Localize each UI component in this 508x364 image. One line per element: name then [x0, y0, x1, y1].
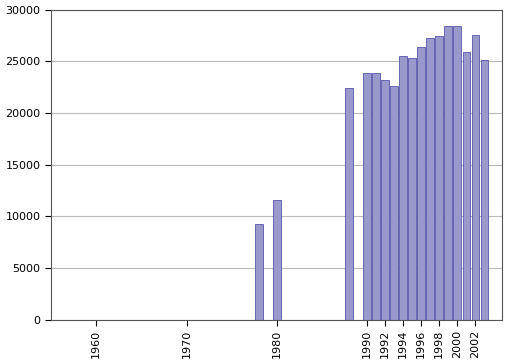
- Bar: [462, 52, 470, 320]
- Bar: [345, 88, 353, 320]
- Bar: [426, 39, 434, 320]
- Bar: [454, 26, 461, 320]
- Bar: [363, 72, 371, 320]
- Bar: [444, 26, 452, 320]
- Bar: [481, 60, 488, 320]
- Bar: [390, 86, 398, 320]
- Bar: [408, 58, 416, 320]
- Bar: [372, 72, 380, 320]
- Bar: [255, 223, 263, 320]
- Bar: [273, 200, 280, 320]
- Bar: [418, 47, 425, 320]
- Bar: [471, 35, 479, 320]
- Bar: [399, 56, 407, 320]
- Bar: [382, 80, 389, 320]
- Bar: [435, 36, 443, 320]
